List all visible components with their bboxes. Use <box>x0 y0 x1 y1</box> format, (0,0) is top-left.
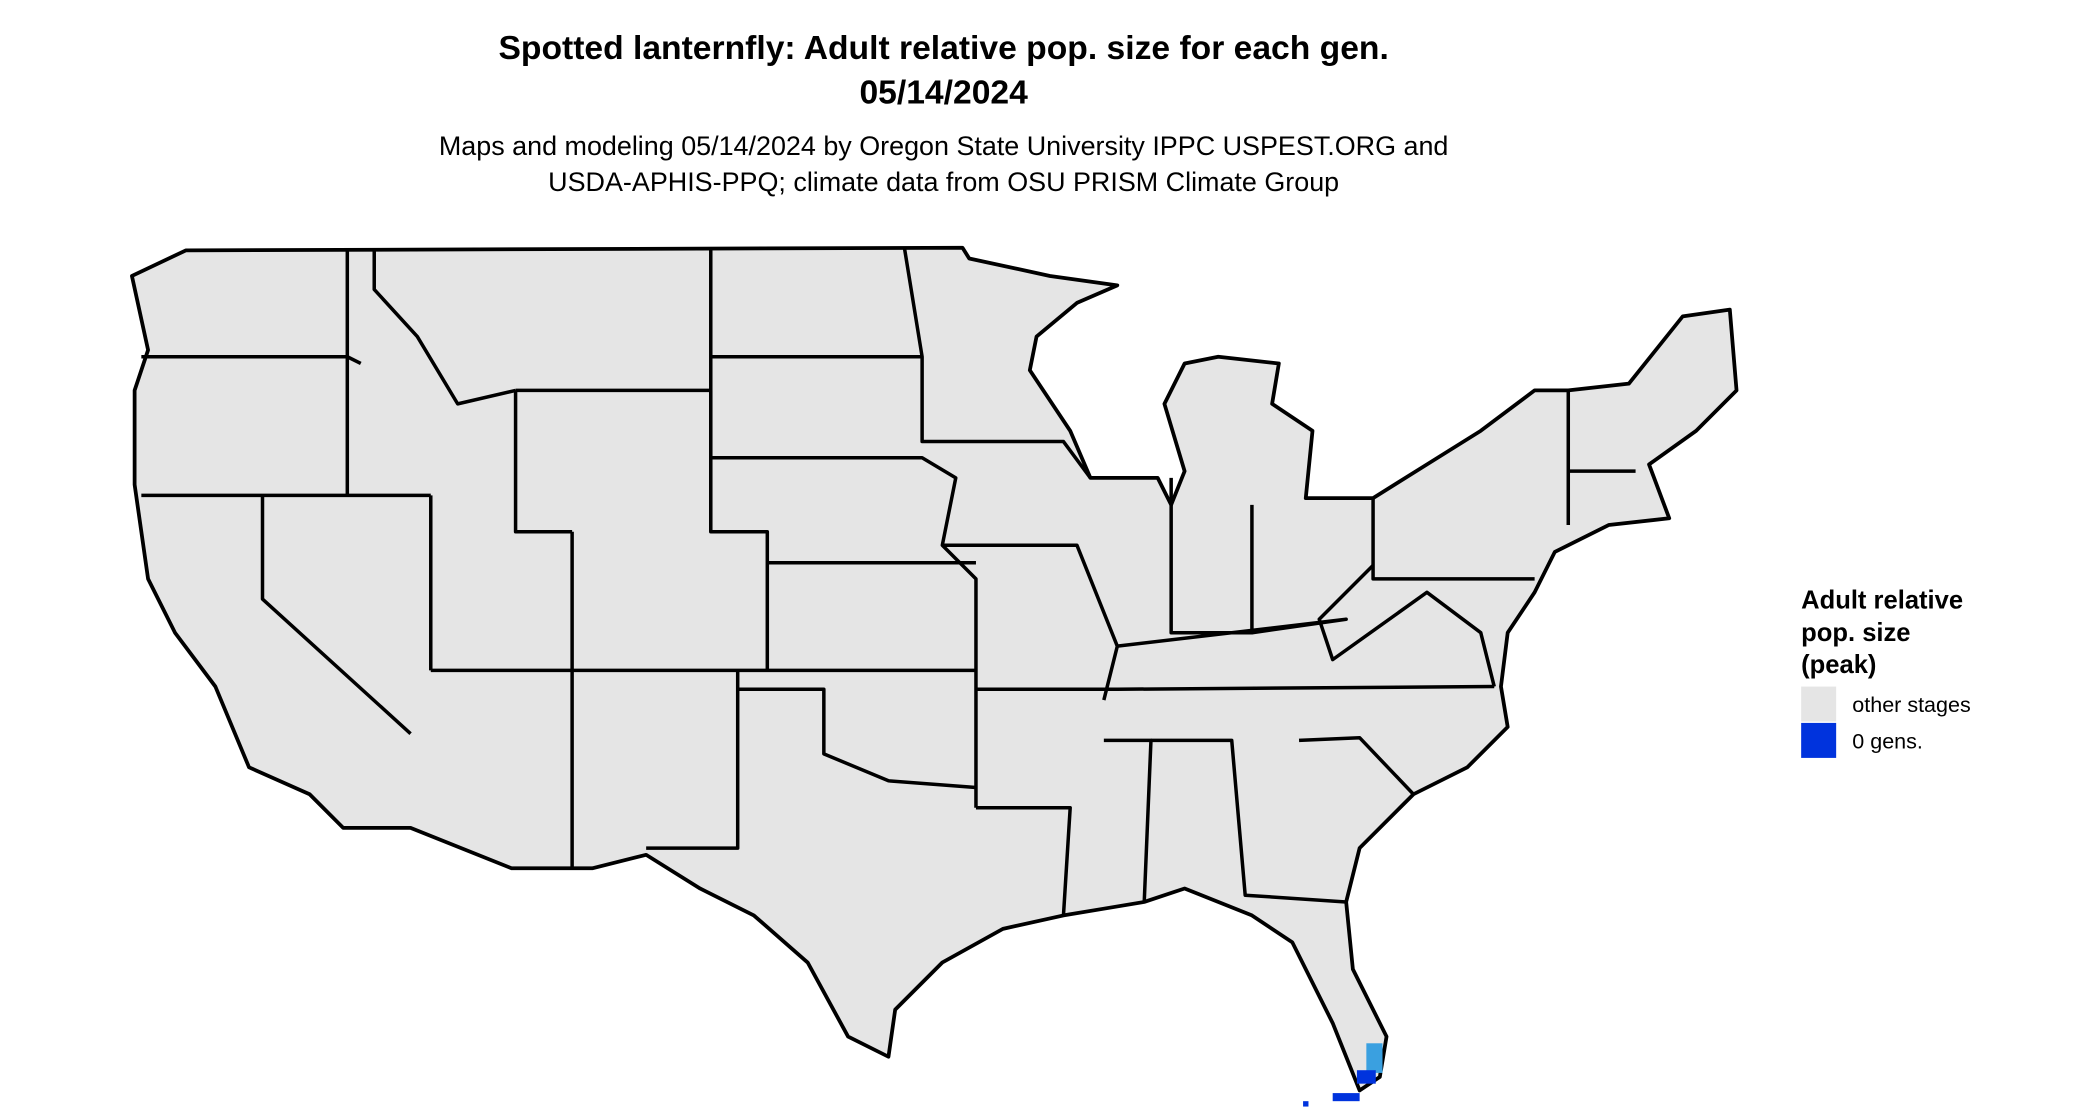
title: Spotted lanternfly: Adult relative pop. … <box>498 30 1388 67</box>
state-borders <box>141 248 1636 916</box>
legend: Adult relative pop. size (peak) other stage… <box>1801 586 1971 758</box>
legend-label: 0 gens. <box>1852 729 1923 753</box>
legend-swatch <box>1801 722 1837 758</box>
title-date: 05/14/2024 <box>859 75 1028 112</box>
legend-label: other stages <box>1852 693 1970 717</box>
subtitle: Maps and modeling 05/14/2024 by Oregon S… <box>439 131 1449 161</box>
legend-title: Adult relative <box>1801 586 1963 614</box>
legend-title: pop. size <box>1801 619 1910 647</box>
florida-dots <box>1303 1043 1383 1107</box>
legend-swatch <box>1801 686 1837 722</box>
us-map <box>130 245 1739 1107</box>
subtitle: USDA-APHIS-PPQ; climate data from OSU PR… <box>548 167 1339 197</box>
legend-title: (peak) <box>1801 651 1876 679</box>
